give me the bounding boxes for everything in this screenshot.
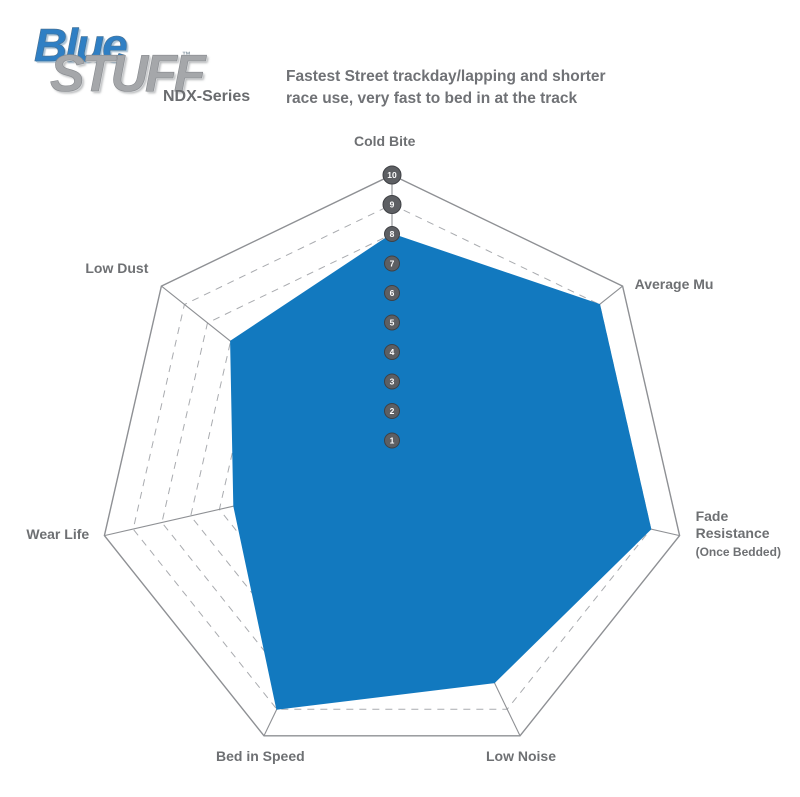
axis-label-average-mu: Average Mu xyxy=(634,276,714,293)
trademark-icon: ™ xyxy=(182,50,191,60)
tick-marker-3: 3 xyxy=(384,373,400,390)
tick-marker-8: 8 xyxy=(384,226,400,242)
tick-marker-6: 6 xyxy=(384,285,400,301)
series-name: NDX-Series xyxy=(163,88,251,105)
tick-dot-10 xyxy=(382,165,402,185)
tick-marker-7: 7 xyxy=(384,255,400,272)
tick-markers: 1 2 3 4 5 6 7 8 9 10 xyxy=(382,165,402,449)
tick-label-1: 1 xyxy=(390,436,395,446)
axis-label-low-noise: Low Noise xyxy=(485,747,556,764)
product-tagline: Fastest Street trackday/lapping and shor… xyxy=(286,66,686,110)
radar-chart-svg: 1 2 3 4 5 6 7 8 9 10 xyxy=(103,165,681,737)
axis-label-low-dust: Low Dust xyxy=(85,260,149,277)
tick-dot-5 xyxy=(384,314,400,331)
tick-marker-10: 10 xyxy=(382,165,402,185)
card-header: Blue STUFF ™ NDX-Series Fastest Street t… xyxy=(0,0,800,135)
grid-ring-9 xyxy=(132,203,652,710)
logo-secondary-text: STUFF xyxy=(50,45,206,103)
tick-label-10: 10 xyxy=(387,170,397,180)
fade-line-2: Resistance xyxy=(695,525,770,542)
axis-label-wear-life: Wear Life xyxy=(26,525,90,542)
logo-primary-text: Blue xyxy=(34,19,128,71)
tick-dot-3 xyxy=(384,373,400,390)
tick-label-7: 7 xyxy=(390,259,395,269)
tick-label-3: 3 xyxy=(390,377,395,387)
series-polygon-group xyxy=(230,233,652,710)
tick-label-2: 2 xyxy=(390,406,395,416)
tick-label-8: 8 xyxy=(390,229,395,239)
tick-dot-4 xyxy=(384,344,400,360)
fade-line-1: Fade xyxy=(695,507,729,524)
tick-dot-6 xyxy=(384,285,400,301)
tick-label-6: 6 xyxy=(390,288,395,298)
axis-label-cold-bite: Cold Bite xyxy=(354,133,416,149)
tick-dot-2 xyxy=(384,403,400,419)
tagline-line-1: Fastest Street trackday/lapping and shor… xyxy=(286,68,606,85)
tick-dot-8 xyxy=(384,226,400,242)
tick-marker-2: 2 xyxy=(384,403,400,419)
tick-label-9: 9 xyxy=(390,200,395,210)
series-polygon-ndx xyxy=(230,233,652,710)
tick-dot-1 xyxy=(384,432,400,449)
axis-label-fade-resistance: Fade Resistance (Once Bedded) xyxy=(696,508,781,561)
tick-dot-9 xyxy=(382,195,402,214)
fade-line-3: (Once Bedded) xyxy=(695,544,781,559)
tick-marker-1: 1 xyxy=(384,432,400,449)
tagline-line-2: race use, very fast to bed in at the tra… xyxy=(286,90,578,107)
tick-marker-4: 4 xyxy=(384,344,400,360)
tick-dot-7 xyxy=(384,255,400,272)
tick-label-5: 5 xyxy=(390,318,395,328)
tick-marker-9: 9 xyxy=(382,195,402,214)
brand-logo: Blue STUFF ™ xyxy=(34,19,206,117)
axis-label-bed-in-speed: Bed in Speed xyxy=(216,747,305,764)
grid-ring-10 xyxy=(103,174,681,737)
tick-label-4: 4 xyxy=(390,347,395,357)
tick-marker-5: 5 xyxy=(384,314,400,331)
radar-chart: 1 2 3 4 5 6 7 8 9 10 Cold Bite Average Mu Fade Re… xyxy=(0,130,800,797)
